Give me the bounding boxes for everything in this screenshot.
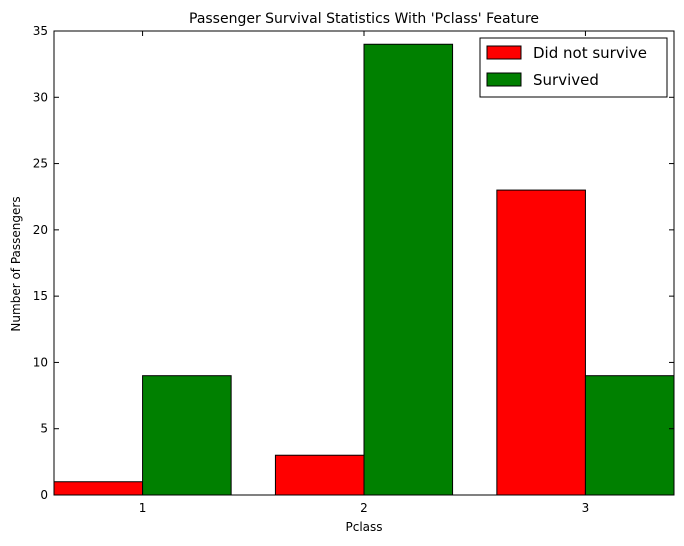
y-axis-label: Number of Passengers	[9, 196, 23, 331]
y-tick-label: 15	[33, 289, 48, 303]
y-tick-label: 25	[33, 157, 48, 171]
bar-did-not-survive-1	[53, 481, 144, 496]
legend: Did not survive Survived	[479, 37, 668, 98]
x-tick-label: 3	[582, 501, 590, 515]
legend-label: Survived	[533, 71, 599, 89]
y-tick-label: 0	[40, 488, 48, 502]
y-tick-label: 30	[33, 90, 48, 104]
y-tick-label: 20	[33, 223, 48, 237]
bars-layer	[53, 43, 675, 496]
bar-survived-1	[142, 375, 232, 496]
y-tick-label: 10	[33, 355, 48, 369]
bar-did-not-survive-2	[274, 454, 365, 496]
y-tick-label: 5	[40, 422, 48, 436]
legend-label: Did not survive	[533, 44, 647, 62]
y-tick-label: 35	[33, 24, 48, 38]
plot-frame	[53, 30, 675, 496]
legend-swatch	[486, 45, 522, 60]
bar-survived-2	[363, 43, 454, 496]
bar-survived-3	[584, 375, 675, 496]
ticks-layer: 0 5 10 15 20 25 30 35 1 2 3	[33, 24, 674, 515]
legend-swatch	[486, 72, 522, 87]
legend-box	[479, 37, 668, 98]
x-tick-label: 1	[139, 501, 147, 515]
bar-did-not-survive-3	[496, 189, 586, 496]
x-axis-label: Pclass	[345, 520, 382, 534]
chart-title: Passenger Survival Statistics With 'Pcla…	[189, 11, 539, 27]
x-tick-label: 2	[360, 501, 368, 515]
